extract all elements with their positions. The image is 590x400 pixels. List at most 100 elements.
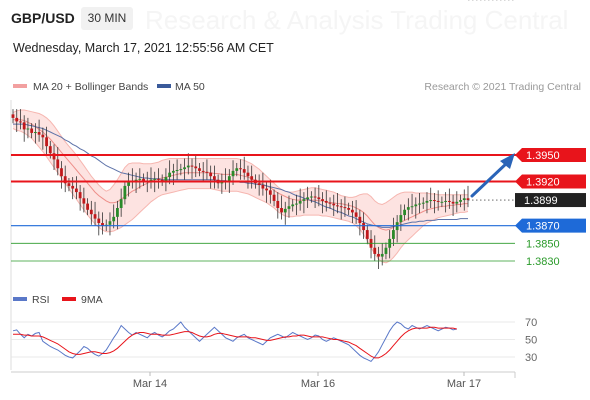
- candle-body: [48, 146, 52, 154]
- candle-body: [466, 198, 470, 201]
- candle-body: [116, 208, 119, 217]
- candle-body: [157, 178, 160, 180]
- bollinger-upper-line: [12, 109, 468, 206]
- candle-body: [362, 223, 365, 231]
- candle-body: [175, 170, 179, 172]
- candle-body: [183, 167, 186, 170]
- legend-ma50-swatch: [157, 84, 171, 88]
- candle-body: [429, 200, 433, 202]
- rsi-level-label: 50: [525, 335, 537, 347]
- candle-body: [67, 183, 71, 186]
- candle-body: [22, 122, 26, 130]
- candle-body: [78, 192, 82, 199]
- legend-rsi-ma-swatch: [62, 297, 76, 301]
- candle-body: [246, 172, 250, 177]
- candle-body: [343, 207, 347, 209]
- legend-ma20-swatch: [13, 84, 27, 88]
- candle-body: [239, 168, 242, 170]
- timeframe-button[interactable]: 30 MIN: [81, 7, 133, 30]
- level-tag-resistance: [515, 148, 586, 162]
- legend-ma20-label: MA 20 + Bollinger Bands: [33, 81, 148, 93]
- candle-body: [164, 177, 168, 181]
- candle-body: [190, 165, 194, 167]
- legend-rsi-ma-label: 9MA: [81, 294, 103, 306]
- candle-body: [63, 176, 67, 184]
- candle-body: [321, 199, 324, 201]
- level-label: 1.3870: [526, 221, 560, 233]
- level-label: 1.3850: [526, 238, 560, 250]
- rsi-level-label: 70: [525, 317, 537, 329]
- candle-body: [332, 203, 336, 206]
- trend-arrow-shaft: [470, 160, 510, 198]
- candle-body: [291, 204, 295, 207]
- candle-body: [194, 166, 198, 169]
- candle-body: [86, 203, 89, 210]
- candle-body: [89, 209, 93, 215]
- candle-body: [33, 132, 37, 134]
- candle-body: [119, 199, 123, 208]
- candle-body: [227, 176, 231, 181]
- candle-body: [97, 218, 101, 224]
- candle-body: [418, 203, 421, 205]
- candle-body: [328, 202, 332, 204]
- candle-body: [436, 200, 440, 202]
- candle-body: [440, 201, 444, 203]
- candle-body: [276, 200, 280, 208]
- chart-header: Research & Analysis Trading Central GBP/…: [0, 0, 590, 38]
- legend-ma50-label: MA 50: [175, 81, 205, 93]
- candle-body: [71, 185, 75, 189]
- level-label: 1.3950: [526, 150, 560, 162]
- candle-body: [421, 202, 425, 204]
- watermark: Research & Analysis Trading Central: [145, 5, 569, 35]
- candle-body: [41, 134, 45, 138]
- bollinger-band-area: [13, 110, 468, 263]
- candle-body: [138, 178, 142, 180]
- candle-body: [309, 196, 313, 198]
- candle-body: [280, 208, 283, 213]
- copyright-label: Research © 2021 Trading Central: [424, 81, 581, 93]
- candle-body: [324, 200, 328, 203]
- x-tick-label: Mar 14: [133, 378, 167, 390]
- candle-body: [406, 207, 410, 210]
- candle-body: [459, 200, 462, 202]
- candle-body: [261, 185, 265, 189]
- candle-body: [231, 170, 235, 177]
- candle-body: [350, 209, 354, 213]
- candle-body: [354, 212, 358, 217]
- x-tick-label: Mar 17: [447, 378, 481, 390]
- candle-body: [205, 171, 209, 173]
- candle-body: [93, 214, 97, 219]
- candle-body: [380, 253, 384, 257]
- candle-body: [257, 183, 261, 186]
- candle-body: [451, 201, 455, 204]
- candle-body: [142, 178, 145, 181]
- candle-body: [45, 137, 48, 147]
- candle-body: [444, 200, 448, 202]
- candle-body: [101, 223, 104, 226]
- candle-body: [268, 190, 272, 195]
- candle-body: [339, 206, 343, 208]
- level-label: 1.3830: [526, 256, 560, 268]
- level-label: 1.3920: [526, 177, 560, 189]
- candle-body: [108, 221, 112, 225]
- level-tag-resistance: [515, 174, 586, 189]
- candle-body: [209, 172, 213, 177]
- candle-body: [171, 170, 175, 173]
- candle-body: [127, 181, 131, 186]
- candle-body: [242, 169, 246, 173]
- rsi-line: [12, 321, 457, 363]
- candle-body: [30, 128, 34, 133]
- candle-body: [287, 206, 291, 209]
- candle-body: [123, 185, 127, 200]
- last-price-label: 1.3899: [524, 195, 558, 207]
- candle-body: [265, 188, 269, 191]
- candle-body: [82, 198, 86, 204]
- candle-body: [160, 179, 164, 181]
- candle-body: [384, 247, 388, 254]
- candle-body: [198, 168, 201, 171]
- candle-body: [60, 168, 63, 177]
- legend-rsi-swatch: [13, 297, 27, 301]
- last-price-tag: [515, 193, 586, 208]
- candle-body: [365, 230, 369, 239]
- candle-body: [52, 153, 56, 160]
